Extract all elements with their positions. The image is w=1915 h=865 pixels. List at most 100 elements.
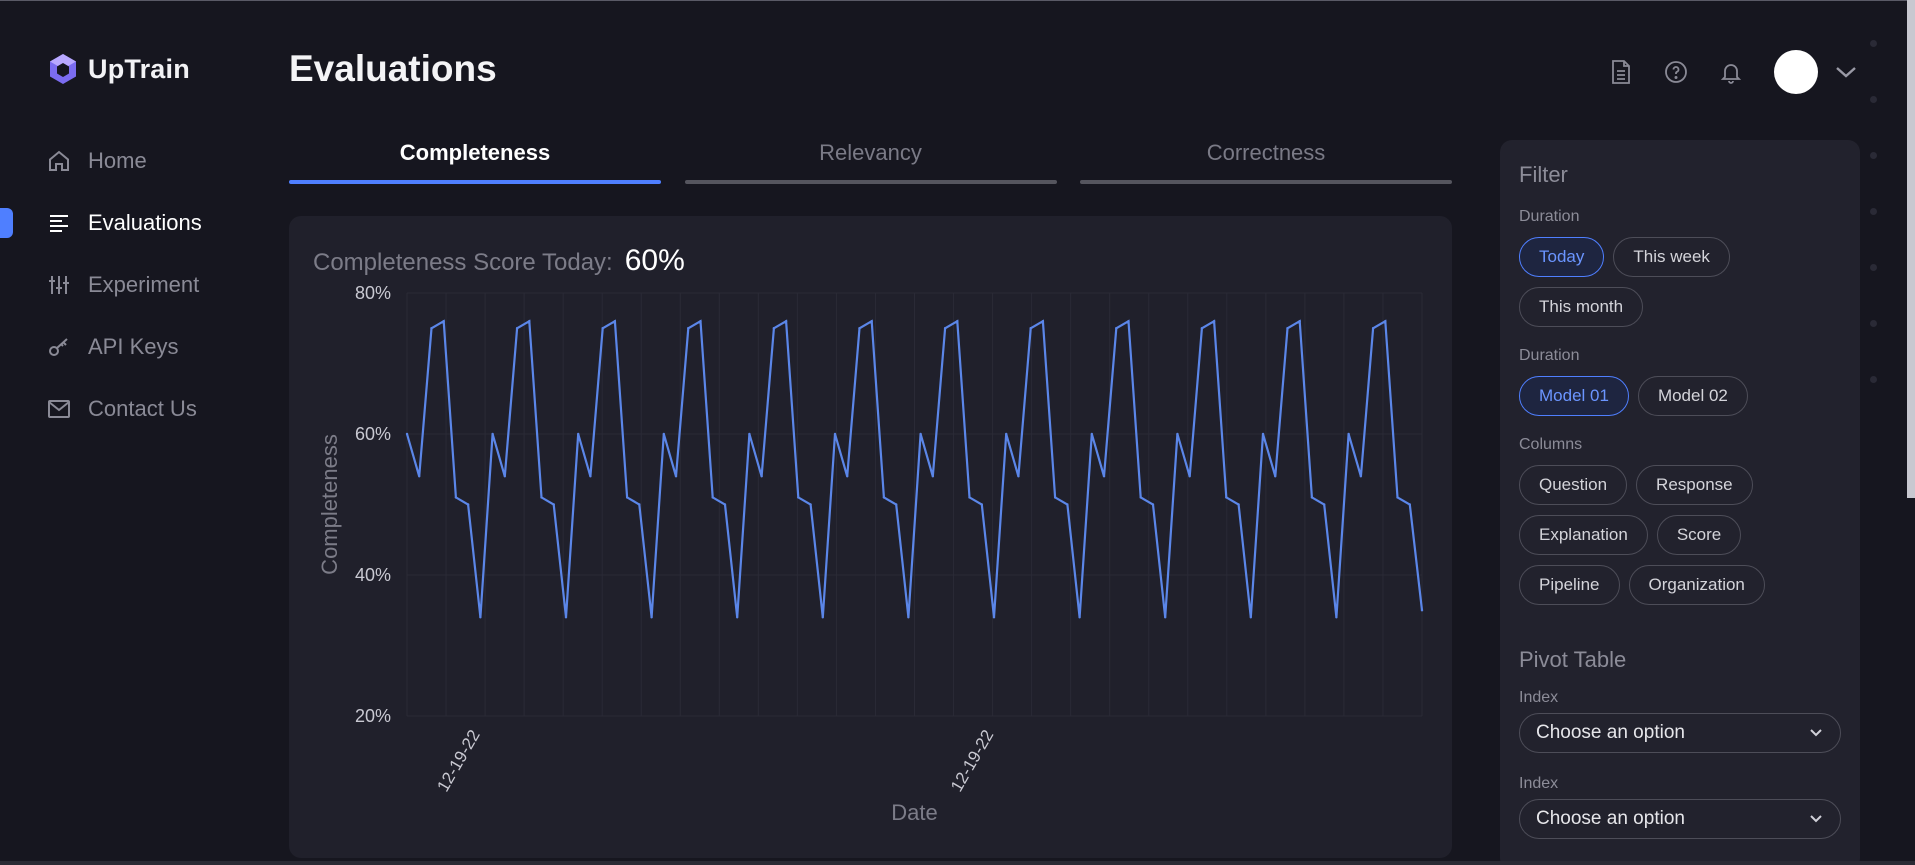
- data-point: [1102, 475, 1106, 478]
- chevron-down-icon[interactable]: [1828, 54, 1864, 90]
- chip-today[interactable]: Today: [1519, 237, 1605, 277]
- data-point: [1384, 320, 1387, 323]
- data-point: [1396, 496, 1399, 499]
- data-point: [846, 475, 849, 478]
- data-point: [674, 475, 678, 478]
- data-point: [1298, 320, 1301, 323]
- filter-title: Filter: [1519, 162, 1568, 187]
- data-point: [748, 432, 751, 436]
- data-point: [1176, 432, 1179, 436]
- tab-label: Correctness: [1206, 140, 1326, 165]
- data-point: [418, 475, 421, 478]
- avatar[interactable]: [1774, 50, 1818, 94]
- pivot-table-title: Pivot Table: [1519, 647, 1627, 672]
- data-point: [430, 327, 433, 330]
- y-tick-label: 20%: [355, 706, 391, 726]
- data-point: [1053, 496, 1057, 499]
- metric-tabs: Completeness Relevancy Correctness: [289, 140, 1452, 184]
- data-point: [760, 475, 763, 478]
- data-point: [833, 432, 837, 436]
- data-point: [1005, 432, 1008, 436]
- tab-indicator: [289, 180, 661, 184]
- data-point: [784, 320, 788, 323]
- chip-this-week[interactable]: This week: [1613, 237, 1730, 277]
- header-actions: [1600, 50, 1864, 94]
- data-point: [711, 496, 714, 499]
- data-point: [564, 616, 568, 619]
- data-point: [1115, 327, 1118, 330]
- data-point: [1359, 475, 1363, 478]
- sidebar-item-contact-us[interactable]: Contact Us: [0, 378, 260, 440]
- data-point: [577, 432, 580, 436]
- document-icon[interactable]: [1600, 51, 1642, 93]
- sidebar-item-evaluations[interactable]: Evaluations: [0, 192, 260, 254]
- chip-response[interactable]: Response: [1636, 465, 1753, 505]
- list-icon: [46, 210, 72, 236]
- chip-question[interactable]: Question: [1519, 465, 1628, 505]
- uptrain-logo-icon: [50, 54, 76, 84]
- data-point: [528, 320, 531, 323]
- brand-logo[interactable]: UpTrain: [46, 52, 190, 86]
- data-point: [491, 432, 494, 436]
- tab-indicator: [684, 180, 1057, 184]
- data-point: [858, 327, 861, 330]
- select-value: Choose an option: [1536, 722, 1685, 743]
- tab-relevancy[interactable]: Relevancy: [684, 140, 1057, 184]
- data-point: [1286, 327, 1289, 330]
- y-axis-title: Completeness: [317, 434, 342, 575]
- chevron-down-icon: [1810, 729, 1822, 737]
- data-point: [1127, 320, 1130, 323]
- filter-panel: Filter Duration Today This week This mon…: [1500, 140, 1860, 865]
- index-select[interactable]: Choose an option: [1519, 799, 1841, 839]
- chip-explanation[interactable]: Explanation: [1519, 515, 1648, 555]
- sidebar-item-experiment[interactable]: Experiment: [0, 254, 260, 316]
- chip-organization[interactable]: Organization: [1628, 565, 1765, 605]
- data-point: [1225, 496, 1228, 499]
- y-tick-label: 80%: [355, 283, 391, 303]
- help-icon[interactable]: [1655, 51, 1697, 93]
- data-point: [907, 616, 910, 619]
- data-point: [552, 503, 555, 506]
- data-point: [1335, 616, 1338, 619]
- series-line-completeness: [405, 319, 1424, 618]
- page-scrollbar[interactable]: [1907, 0, 1915, 498]
- select-value: Choose an option: [1536, 808, 1685, 829]
- data-point: [1151, 503, 1155, 506]
- chip-this-month[interactable]: This month: [1519, 287, 1644, 327]
- data-point: [1347, 432, 1350, 436]
- key-icon: [46, 334, 72, 360]
- data-point: [1200, 327, 1204, 330]
- data-point: [980, 503, 983, 506]
- data-point: [1090, 432, 1094, 436]
- chip-score[interactable]: Score: [1656, 515, 1742, 555]
- bell-icon[interactable]: [1710, 51, 1752, 93]
- filter-group-label: Columns: [1519, 436, 1583, 453]
- pivot-select-label: Index: [1519, 775, 1559, 792]
- chip-model-02[interactable]: Model 02: [1637, 376, 1748, 416]
- chevron-down-icon: [1810, 815, 1822, 823]
- data-point: [638, 503, 641, 506]
- page-title: Evaluations: [289, 48, 497, 89]
- chip-pipeline[interactable]: Pipeline: [1519, 565, 1620, 605]
- sidebar-item-home[interactable]: Home: [0, 130, 260, 192]
- x-tick-label: 12-19-22: [947, 727, 997, 795]
- index-select[interactable]: Choose an option: [1519, 713, 1841, 753]
- data-point: [894, 503, 898, 506]
- data-point: [1029, 327, 1032, 330]
- data-point: [870, 320, 873, 323]
- data-point: [540, 496, 543, 499]
- data-point: [589, 475, 592, 478]
- data-point: [1261, 432, 1265, 436]
- data-point: [1420, 609, 1424, 612]
- tab-completeness[interactable]: Completeness: [289, 140, 661, 184]
- data-point: [821, 616, 824, 619]
- x-axis-title: Date: [891, 800, 937, 825]
- tab-correctness[interactable]: Correctness: [1080, 140, 1452, 184]
- chip-model-01[interactable]: Model 01: [1519, 376, 1629, 416]
- sidebar-item-api-keys[interactable]: API Keys: [0, 316, 260, 378]
- data-point: [797, 496, 800, 499]
- data-point: [613, 320, 617, 323]
- tab-indicator: [1080, 180, 1452, 184]
- data-point: [956, 320, 959, 323]
- tab-label: Completeness: [399, 140, 551, 165]
